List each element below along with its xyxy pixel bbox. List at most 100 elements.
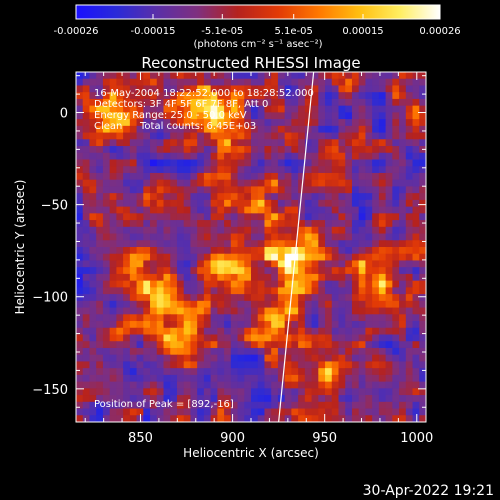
heatmap-cell bbox=[345, 395, 353, 403]
heatmap-cell bbox=[203, 361, 212, 369]
heatmap-cell bbox=[210, 199, 218, 208]
heatmap-cell bbox=[224, 199, 232, 208]
heatmap-cell bbox=[224, 105, 232, 113]
heatmap-cell bbox=[277, 260, 286, 268]
heatmap-cell bbox=[345, 112, 353, 120]
heatmap-cell bbox=[277, 395, 286, 403]
heatmap-cell bbox=[338, 247, 346, 255]
heatmap-cell bbox=[210, 105, 218, 113]
heatmap-cell bbox=[284, 334, 292, 342]
heatmap-cell bbox=[224, 85, 232, 93]
heatmap-cell bbox=[264, 321, 272, 329]
heatmap-cell bbox=[102, 253, 111, 262]
heatmap-cell bbox=[277, 267, 286, 275]
heatmap-cell bbox=[338, 199, 346, 208]
heatmap-cell bbox=[365, 388, 373, 396]
heatmap-cell bbox=[304, 260, 313, 268]
heatmap-cell bbox=[183, 139, 192, 147]
heatmap-cell bbox=[150, 139, 158, 147]
heatmap-cell bbox=[304, 395, 313, 403]
heatmap-cell bbox=[392, 132, 400, 140]
heatmap-cell bbox=[304, 193, 313, 201]
heatmap-cell bbox=[116, 98, 124, 107]
heatmap-cell bbox=[210, 260, 218, 268]
heatmap-cell bbox=[237, 206, 245, 214]
heatmap-cell bbox=[76, 132, 84, 140]
heatmap-cell bbox=[123, 253, 131, 262]
heatmap-cell bbox=[304, 408, 313, 416]
heatmap-cell bbox=[372, 152, 380, 161]
heatmap-cell bbox=[109, 186, 117, 194]
heatmap-cell bbox=[318, 78, 326, 87]
heatmap-cell bbox=[271, 159, 279, 167]
heatmap-cell bbox=[291, 347, 299, 356]
heatmap-cell bbox=[203, 415, 212, 422]
colorbar-tick-label: -5.1e-05 bbox=[201, 26, 243, 37]
heatmap-cell bbox=[325, 361, 333, 369]
heatmap-cell bbox=[378, 381, 387, 389]
heatmap-cell bbox=[365, 347, 373, 356]
heatmap-cell bbox=[351, 213, 360, 221]
heatmap-cell bbox=[298, 273, 306, 282]
heatmap-cell bbox=[345, 159, 353, 167]
heatmap-cell bbox=[190, 347, 198, 356]
heatmap-cell bbox=[358, 247, 367, 255]
heatmap-cell bbox=[197, 395, 205, 403]
heatmap-cell bbox=[325, 401, 333, 410]
heatmap-cell bbox=[170, 401, 178, 410]
heatmap-cell bbox=[170, 233, 178, 241]
x-tick-label: 1000 bbox=[400, 431, 433, 446]
heatmap-cell bbox=[405, 112, 414, 120]
heatmap-cell bbox=[345, 361, 353, 369]
heatmap-cell bbox=[271, 280, 279, 288]
heatmap-cell bbox=[123, 179, 131, 188]
heatmap-cell bbox=[358, 186, 367, 194]
heatmap-cell bbox=[419, 132, 426, 140]
heatmap-cell bbox=[325, 321, 333, 329]
heatmap-cell bbox=[399, 152, 407, 161]
heatmap-cell bbox=[244, 152, 252, 161]
heatmap-cell bbox=[405, 233, 414, 241]
heatmap-cell bbox=[123, 247, 131, 255]
heatmap-cell bbox=[399, 199, 407, 208]
heatmap-cell bbox=[170, 146, 178, 154]
heatmap-cell bbox=[156, 334, 165, 342]
heatmap-cell bbox=[277, 307, 286, 315]
heatmap-cell bbox=[109, 341, 117, 349]
peak-position-text: Position of Peak = [892,-16] bbox=[94, 399, 234, 410]
heatmap-cell bbox=[385, 233, 393, 241]
heatmap-cell bbox=[311, 240, 319, 248]
heatmap-cell bbox=[123, 119, 131, 127]
heatmap-cell bbox=[237, 347, 245, 356]
heatmap-cell bbox=[96, 408, 104, 416]
heatmap-cell bbox=[203, 253, 212, 262]
heatmap-cell bbox=[264, 213, 272, 221]
heatmap-cell bbox=[244, 112, 252, 120]
heatmap-cell bbox=[372, 354, 380, 363]
heatmap-cell bbox=[197, 321, 205, 329]
heatmap-cell bbox=[143, 280, 151, 288]
heatmap-cell bbox=[89, 179, 97, 188]
heatmap-cell bbox=[176, 159, 185, 167]
heatmap-cell bbox=[257, 368, 266, 376]
heatmap-cell bbox=[203, 240, 212, 248]
heatmap-cell bbox=[358, 179, 367, 188]
heatmap-cell bbox=[291, 220, 299, 228]
heatmap-cell bbox=[365, 401, 373, 410]
heatmap-cell bbox=[116, 401, 124, 410]
heatmap-cell bbox=[351, 307, 360, 315]
heatmap-cell bbox=[244, 247, 252, 255]
heatmap-cell bbox=[230, 267, 239, 275]
heatmap-cell bbox=[150, 381, 158, 389]
x-tick-label: 950 bbox=[312, 431, 337, 446]
heatmap-cell bbox=[257, 374, 266, 383]
heatmap-cell bbox=[89, 361, 97, 369]
heatmap-cell bbox=[412, 226, 420, 235]
heatmap-cell bbox=[109, 395, 117, 403]
heatmap-cell bbox=[203, 72, 212, 80]
heatmap-cell bbox=[277, 273, 286, 282]
heatmap-cell bbox=[96, 85, 104, 93]
heatmap-cell bbox=[197, 307, 205, 315]
heatmap-cell bbox=[183, 347, 192, 356]
heatmap-cell bbox=[365, 112, 373, 120]
